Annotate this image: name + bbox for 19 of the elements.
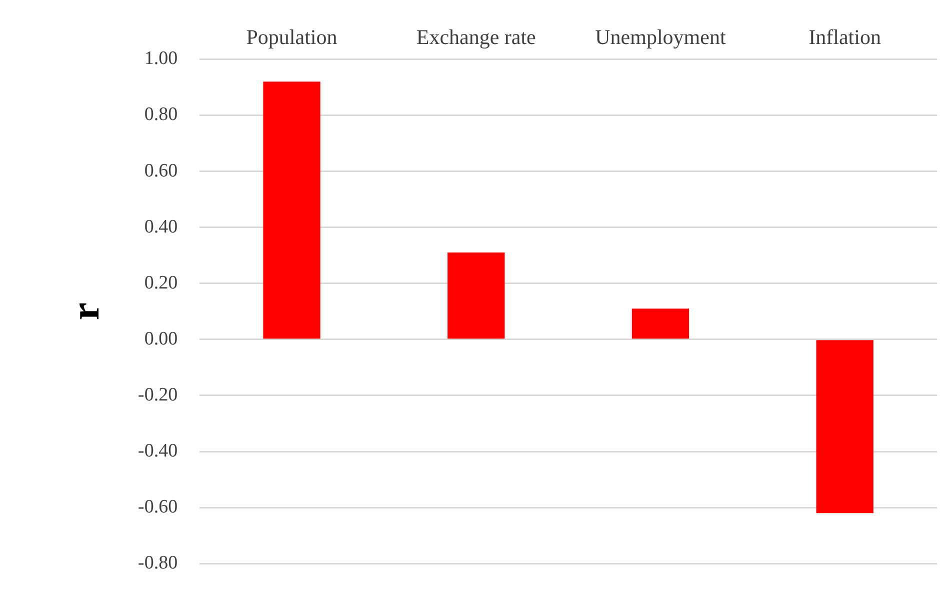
y-tick-label: 1.00 <box>144 48 178 70</box>
y-tick-label: 0.20 <box>144 272 178 294</box>
y-tick-label: -0.20 <box>138 384 178 406</box>
x-tick-label: Population <box>246 25 338 50</box>
bar <box>263 82 320 339</box>
y-tick-label: -0.40 <box>138 440 178 462</box>
x-tick-label: Exchange rate <box>416 25 536 50</box>
bar <box>632 308 690 339</box>
y-tick-label: 0.40 <box>144 216 178 238</box>
bar <box>816 340 874 514</box>
y-axis-title: r <box>62 302 108 320</box>
x-tick-label: Unemployment <box>595 25 726 50</box>
y-tick-label: 0.60 <box>144 160 178 182</box>
y-tick-label: -0.60 <box>138 496 178 518</box>
y-tick-label: 0.00 <box>144 328 178 350</box>
bar <box>448 252 505 339</box>
x-tick-label: Inflation <box>808 25 882 50</box>
y-tick-label: -0.80 <box>138 552 178 574</box>
y-tick-label: 0.80 <box>144 104 178 126</box>
